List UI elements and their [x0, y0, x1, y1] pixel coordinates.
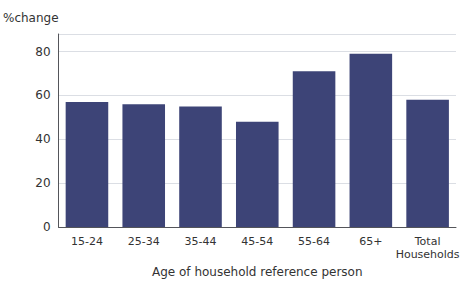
svg-text:%change: %change — [3, 11, 59, 25]
svg-text:Total: Total — [414, 235, 441, 248]
svg-text:25-34: 25-34 — [128, 235, 160, 248]
svg-text:Households: Households — [396, 248, 460, 261]
svg-text:Age of household reference per: Age of household reference person — [152, 265, 363, 279]
svg-text:20: 20 — [35, 176, 50, 190]
svg-text:40: 40 — [35, 132, 50, 146]
svg-text:65+: 65+ — [359, 235, 382, 248]
svg-text:55-64: 55-64 — [298, 235, 330, 248]
svg-text:15-24: 15-24 — [71, 235, 103, 248]
svg-text:60: 60 — [35, 88, 50, 102]
svg-text:0: 0 — [43, 220, 51, 234]
svg-text:45-54: 45-54 — [241, 235, 273, 248]
svg-text:35-44: 35-44 — [185, 235, 217, 248]
svg-text:80: 80 — [35, 45, 50, 59]
